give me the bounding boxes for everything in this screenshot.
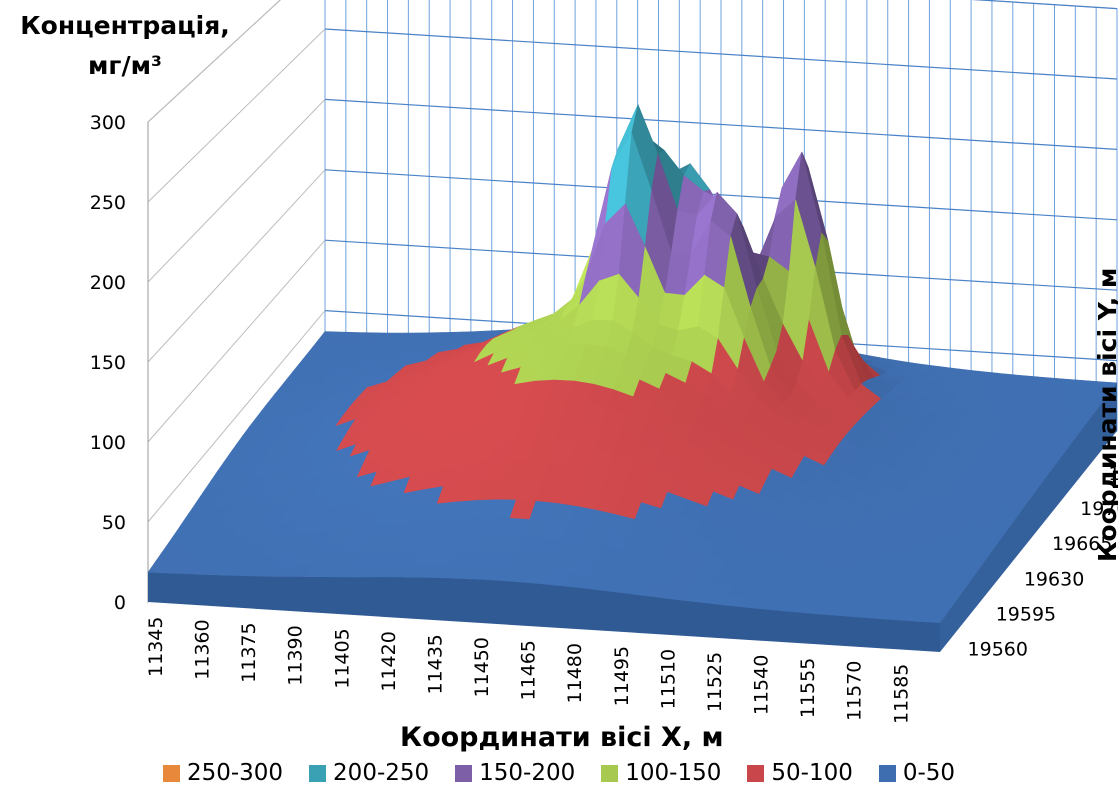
x-tick-label: 11540 xyxy=(751,655,773,715)
z-tick-label: 100 xyxy=(90,432,126,454)
legend-label: 50-100 xyxy=(771,760,853,786)
surface-plot xyxy=(147,103,1118,652)
side-z-gridline xyxy=(147,28,326,203)
z-gridline xyxy=(324,169,1118,221)
z-tick-label: 50 xyxy=(102,512,126,534)
x-axis-title: Координати вісі X, м xyxy=(400,722,724,753)
legend-item-200-250: 200-250 xyxy=(309,760,429,786)
side-z-gridline xyxy=(147,99,326,283)
x-tick-label: 11525 xyxy=(704,652,726,712)
legend-item-150-200: 150-200 xyxy=(455,760,575,786)
legend-label: 100-150 xyxy=(625,760,722,786)
x-tick-label: 11555 xyxy=(797,658,819,718)
z-axis-title-line2: мг/м³ xyxy=(87,51,162,80)
y-tick-label: 19630 xyxy=(1024,568,1084,590)
z-gridline xyxy=(324,98,1118,150)
legend-swatch xyxy=(309,764,327,782)
legend-label: 200-250 xyxy=(333,760,430,786)
tick-labels: 0 50 100 150 200 250 300 11345 11360 11375 11390 11… xyxy=(90,112,1118,724)
legend-label: 150-200 xyxy=(479,760,576,786)
legend-swatch xyxy=(455,764,473,782)
side-z-gridline xyxy=(147,239,326,443)
legend-swatch xyxy=(162,764,180,782)
x-tick-label: 11510 xyxy=(657,649,679,709)
legend-item-250-300: 250-300 xyxy=(162,760,284,786)
surface-front-skirt xyxy=(148,572,940,652)
x-tick-label: 11360 xyxy=(192,619,214,679)
z-tick-label: 200 xyxy=(90,272,126,294)
x-tick-label: 11495 xyxy=(611,646,633,706)
legend-swatch xyxy=(601,764,619,782)
x-tick-label: 11450 xyxy=(471,637,493,697)
y-tick-label: 19665 xyxy=(1052,533,1112,555)
z-axis-title: Концентрація, мг/м³ xyxy=(0,6,250,86)
legend-label: 250-300 xyxy=(186,760,284,786)
x-tick-label: 11405 xyxy=(331,628,353,688)
legend-item-100-150: 100-150 xyxy=(601,760,721,786)
z-gridline xyxy=(971,0,1118,10)
legend-swatch xyxy=(878,764,896,782)
legend-swatch xyxy=(747,764,765,782)
x-tick-label: 11480 xyxy=(564,643,586,703)
surface-right-skirt xyxy=(940,382,1117,652)
z-tick-label: 250 xyxy=(90,192,126,214)
z-tick-label: 300 xyxy=(90,112,126,134)
y-tick-label: 19595 xyxy=(996,603,1056,625)
z-axis-title-line1: Концентрація, xyxy=(20,11,230,40)
x-tick-label: 11375 xyxy=(238,622,260,682)
x-tick-label: 11585 xyxy=(890,664,912,724)
x-tick-label: 11435 xyxy=(424,634,446,694)
x-tick-label: 11420 xyxy=(378,631,400,691)
z-tick-label: 150 xyxy=(90,352,126,374)
x-tick-label: 11390 xyxy=(285,625,307,685)
side-z-gridline xyxy=(147,310,326,523)
x-tick-label: 11465 xyxy=(518,640,540,700)
side-z-gridline xyxy=(147,169,326,363)
y-tick-label: 19560 xyxy=(968,639,1028,661)
x-tick-label: 11570 xyxy=(844,661,866,721)
y-tick-label: 19700 xyxy=(1080,498,1118,520)
y-axis-title: Координати вісі Y, м xyxy=(1093,268,1118,562)
y-tick-label: 19735 xyxy=(1108,463,1118,485)
legend-item-50-100: 50-100 xyxy=(747,760,853,786)
legend: 250-300 200-250 150-200 100-150 50-100 0… xyxy=(0,760,1118,786)
legend-item-0-50: 0-50 xyxy=(878,760,956,786)
legend-label: 0-50 xyxy=(902,760,956,786)
z-gridline xyxy=(324,28,1118,80)
side-z-gridline xyxy=(147,0,281,123)
x-tick-label: 11345 xyxy=(145,617,167,677)
z-tick-label: 0 xyxy=(114,592,126,614)
